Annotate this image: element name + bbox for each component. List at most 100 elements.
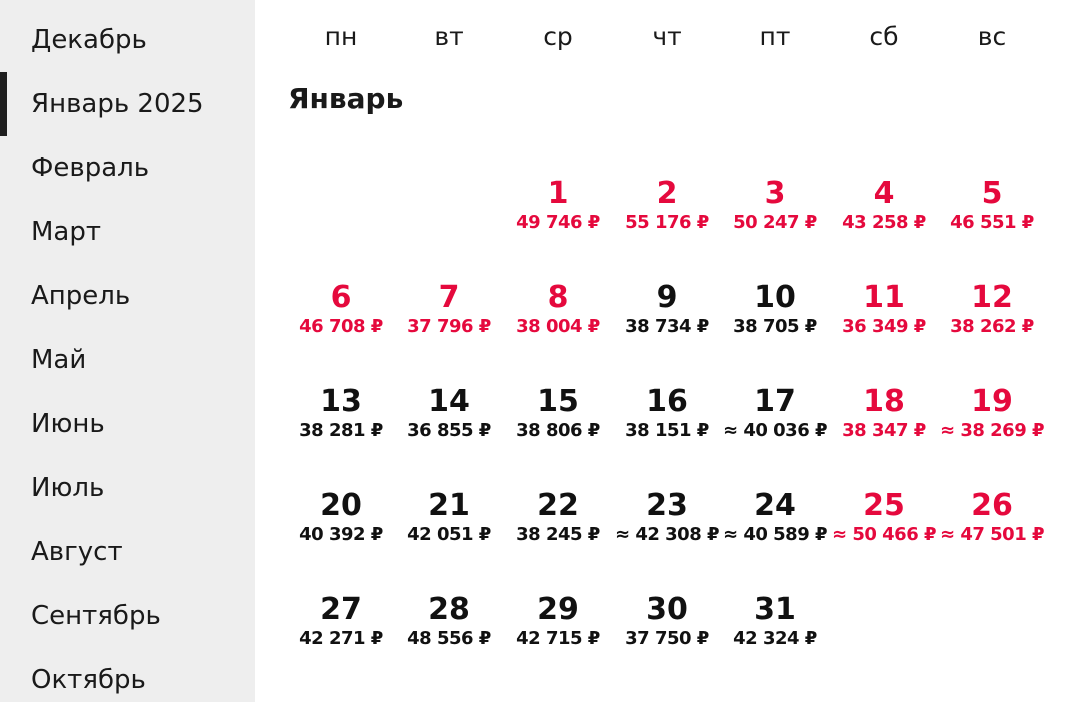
sidebar-month-label: Март: [31, 217, 102, 247]
day-cell[interactable]: 5 46 551 ₽: [938, 176, 1046, 256]
day-price: 46 551 ₽: [950, 212, 1034, 233]
day-price: 42 715 ₽: [516, 628, 600, 649]
day-price: 42 324 ₽: [733, 628, 817, 649]
day-cell[interactable]: 14 36 855 ₽: [395, 384, 503, 464]
day-price: 38 245 ₽: [516, 524, 600, 545]
day-price: 37 796 ₽: [407, 316, 491, 337]
day-number: 4: [873, 176, 895, 211]
day-number: 1: [547, 176, 569, 211]
sidebar-month-label: Май: [31, 345, 87, 375]
day-cell[interactable]: 15 38 806 ₽: [504, 384, 612, 464]
day-cell[interactable]: 7 37 796 ₽: [395, 280, 503, 360]
day-price: 40 392 ₽: [299, 524, 383, 545]
sidebar-month-item[interactable]: Июнь: [0, 392, 255, 456]
day-cell[interactable]: 26 ≈ 47 501 ₽: [938, 488, 1046, 568]
day-number: 10: [754, 280, 796, 315]
day-number: 30: [646, 592, 688, 627]
weekday-label: пт: [759, 22, 791, 51]
day-number: 14: [428, 384, 470, 419]
sidebar-month-item[interactable]: Апрель: [0, 264, 255, 328]
day-price: 42 271 ₽: [299, 628, 383, 649]
day-cell[interactable]: 22 38 245 ₽: [504, 488, 612, 568]
day-price: ≈ 38 269 ₽: [939, 420, 1045, 441]
day-price: 38 734 ₽: [625, 316, 709, 337]
day-number: 25: [863, 488, 905, 523]
day-cell[interactable]: 11 36 349 ₽: [830, 280, 938, 360]
day-price: 38 705 ₽: [733, 316, 817, 337]
day-cell[interactable]: 1 49 746 ₽: [504, 176, 612, 256]
day-cell[interactable]: 12 38 262 ₽: [938, 280, 1046, 360]
day-number: 8: [547, 280, 569, 315]
day-price: 38 347 ₽: [842, 420, 926, 441]
day-cell[interactable]: 9 38 734 ₽: [613, 280, 721, 360]
day-price: 37 750 ₽: [625, 628, 709, 649]
sidebar-month-label: Август: [31, 537, 123, 567]
day-number: 5: [981, 176, 1003, 211]
day-cell[interactable]: 18 38 347 ₽: [830, 384, 938, 464]
month-title: Январь: [288, 82, 404, 115]
day-price: 38 004 ₽: [516, 316, 600, 337]
day-price: 38 262 ₽: [950, 316, 1034, 337]
sidebar-month-item[interactable]: Февраль: [0, 136, 255, 200]
day-cell[interactable]: 29 42 715 ₽: [504, 592, 612, 672]
day-price: 42 051 ₽: [407, 524, 491, 545]
day-cell[interactable]: 13 38 281 ₽: [287, 384, 395, 464]
weekday-label: вс: [977, 22, 1007, 51]
day-number: 23: [646, 488, 688, 523]
sidebar-month-label: Июнь: [31, 409, 105, 439]
weekday-label: сб: [869, 22, 899, 51]
day-number: 3: [764, 176, 786, 211]
day-number: 15: [537, 384, 579, 419]
sidebar-month-label: Сентябрь: [31, 601, 161, 631]
day-price: 49 746 ₽: [516, 212, 600, 233]
day-cell[interactable]: 2 55 176 ₽: [613, 176, 721, 256]
day-price: ≈ 40 589 ₽: [722, 524, 828, 545]
day-number: 22: [537, 488, 579, 523]
weekday-label: вт: [434, 22, 464, 51]
day-price: ≈ 42 308 ₽: [614, 524, 720, 545]
sidebar-month-item[interactable]: Сентябрь: [0, 584, 255, 648]
sidebar-month-label: Октябрь: [31, 665, 146, 695]
day-cell[interactable]: 16 38 151 ₽: [613, 384, 721, 464]
sidebar-month-label: Январь 2025: [31, 89, 204, 119]
day-cell[interactable]: 27 42 271 ₽: [287, 592, 395, 672]
sidebar-month-item[interactable]: Октябрь: [0, 648, 255, 702]
day-cell[interactable]: 6 46 708 ₽: [287, 280, 395, 360]
weekday-label: пн: [324, 22, 358, 51]
day-cell[interactable]: 31 42 324 ₽: [721, 592, 829, 672]
day-price: 36 349 ₽: [842, 316, 926, 337]
sidebar-month-item[interactable]: Август: [0, 520, 255, 584]
day-price: 38 151 ₽: [625, 420, 709, 441]
sidebar-month-item[interactable]: Январь 2025: [0, 72, 255, 136]
day-cell[interactable]: 24 ≈ 40 589 ₽: [721, 488, 829, 568]
sidebar-month-item[interactable]: Март: [0, 200, 255, 264]
day-cell[interactable]: 25 ≈ 50 466 ₽: [830, 488, 938, 568]
day-cell[interactable]: 8 38 004 ₽: [504, 280, 612, 360]
day-number: 7: [438, 280, 460, 315]
sidebar-month-item[interactable]: Декабрь: [0, 8, 255, 72]
day-cell[interactable]: 19 ≈ 38 269 ₽: [938, 384, 1046, 464]
day-cell[interactable]: 4 43 258 ₽: [830, 176, 938, 256]
day-price: ≈ 50 466 ₽: [831, 524, 937, 545]
sidebar-month-item[interactable]: Май: [0, 328, 255, 392]
day-cell[interactable]: 28 48 556 ₽: [395, 592, 503, 672]
day-cell[interactable]: 10 38 705 ₽: [721, 280, 829, 360]
day-cell[interactable]: 17 ≈ 40 036 ₽: [721, 384, 829, 464]
day-cell[interactable]: 30 37 750 ₽: [613, 592, 721, 672]
day-cell[interactable]: 20 40 392 ₽: [287, 488, 395, 568]
day-number: 17: [754, 384, 796, 419]
day-price: 38 281 ₽: [299, 420, 383, 441]
day-number: 21: [428, 488, 470, 523]
day-cell[interactable]: 23 ≈ 42 308 ₽: [613, 488, 721, 568]
day-number: 2: [656, 176, 678, 211]
sidebar-month-item[interactable]: Июль: [0, 456, 255, 520]
day-number: 27: [320, 592, 362, 627]
day-price: 48 556 ₽: [407, 628, 491, 649]
day-number: 9: [656, 280, 678, 315]
sidebar-month-label: Декабрь: [31, 25, 147, 55]
day-price: 43 258 ₽: [842, 212, 926, 233]
day-price: ≈ 47 501 ₽: [939, 524, 1045, 545]
day-cell[interactable]: 3 50 247 ₽: [721, 176, 829, 256]
day-cell[interactable]: 21 42 051 ₽: [395, 488, 503, 568]
